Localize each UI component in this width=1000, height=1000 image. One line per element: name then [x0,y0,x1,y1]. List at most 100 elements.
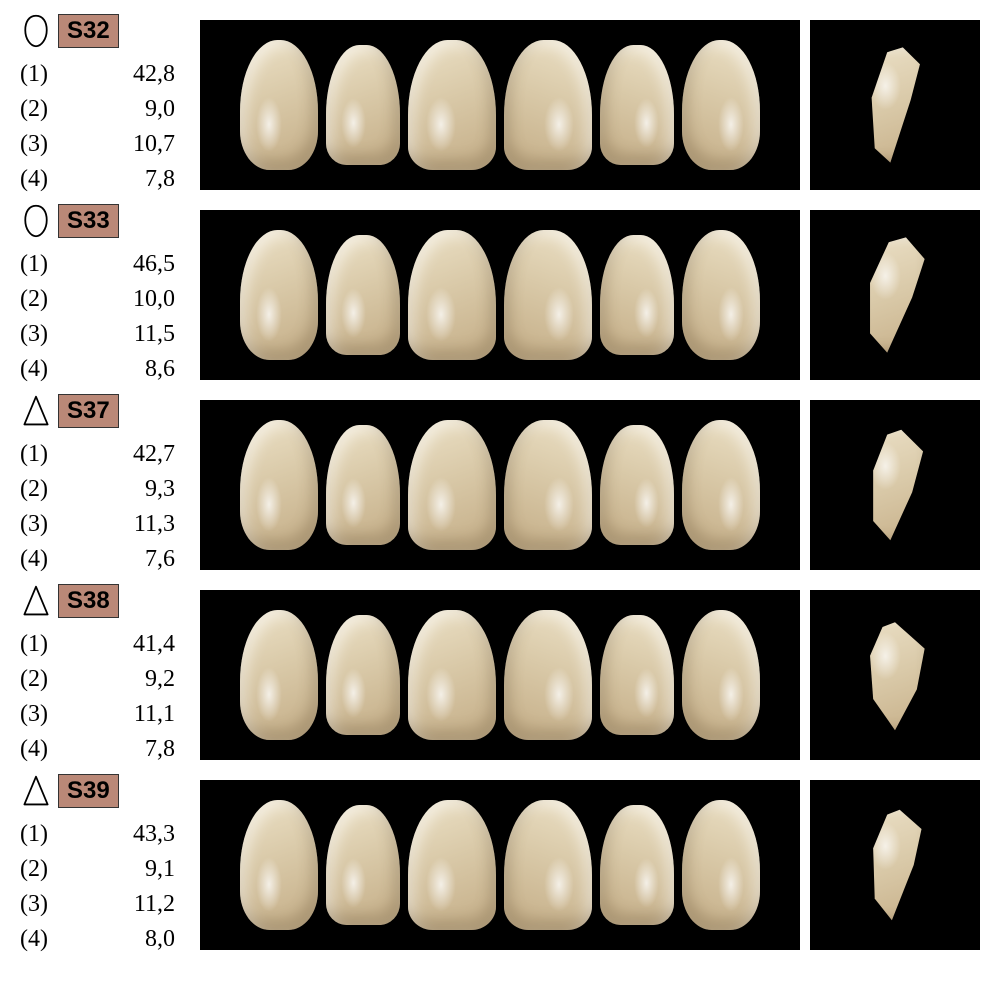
measurement-key: (4) [20,922,48,957]
mould-row: S32(1)42,8(2)9,0(3)10,7(4)7,8 [20,10,980,200]
measurement-key: (2) [20,472,48,507]
tooth-canine [240,610,318,740]
measurement-value: 9,0 [145,92,175,127]
measurement-value: 8,0 [145,922,175,957]
measurement-row: (1) 42,8 [20,57,175,92]
measurement-value: 42,7 [133,437,175,472]
info-column: S39(1)43,3(2)9,1(3)11,2(4)8,0 [20,773,190,956]
teeth-frontal-panel [200,210,800,380]
tooth-canine [682,610,760,740]
measurement-row: (2) 9,0 [20,92,175,127]
tooth-profile-panel [810,210,980,380]
mould-code-label: S38 [58,584,119,618]
measurement-value: 11,3 [134,507,175,542]
measurement-row: (4)7,8 [20,732,175,767]
tooth-canine [240,40,318,170]
measurements: (1)41,4(2)9,2(3)11,1(4)7,8 [20,627,190,766]
measurement-value: 9,2 [145,662,175,697]
measurement-row: (4)7,6 [20,542,175,577]
tooth-lateral [600,805,674,925]
tooth-profile [856,235,934,355]
measurement-key: (1) [20,627,48,662]
tooth-lateral [600,235,674,355]
measurement-key: (1) [20,437,48,472]
measurement-value: 11,2 [134,887,175,922]
info-column: S37 (1) 42,7 (2) 9,3 (3) 11,3(4)7,6 [20,393,190,576]
measurement-value: 42,8 [133,57,175,92]
measurement-row: (4)8,6 [20,352,175,387]
teeth-frontal-panel [200,590,800,760]
tooth-central [504,800,592,930]
tooth-profile [856,805,934,925]
tooth-canine [240,230,318,360]
tooth-profile-panel [810,780,980,950]
measurement-row: (4) 8,0 [20,922,175,957]
tooth-canine [240,800,318,930]
mould-code-label: S37 [58,394,119,428]
measurement-key: (4) [20,352,48,387]
measurement-value: 7,8 [145,162,175,197]
teeth-frontal-panel [200,780,800,950]
measurements: (1)43,3(2)9,1(3)11,2(4) 8,0 [20,817,190,956]
measurement-row: (3) 11,3 [20,507,175,542]
measurement-row: (1)41,4 [20,627,175,662]
measurements: (1) 42,7 (2) 9,3 (3) 11,3(4)7,6 [20,437,190,576]
dental-mould-chart: S32(1)42,8(2)9,0(3)10,7(4)7,8S33(1)46,5(… [20,10,980,960]
teeth-frontal-panel [200,400,800,570]
tooth-lateral [600,45,674,165]
info-column: S38(1)41,4(2)9,2(3)11,1(4)7,8 [20,583,190,766]
measurement-key: (3) [20,507,48,542]
tooth-profile-panel [810,400,980,570]
tooth-central [408,230,496,360]
ovoid-shape-icon [20,203,52,239]
measurement-key: (1) [20,817,48,852]
mould-row: S39(1)43,3(2)9,1(3)11,2(4)8,0 [20,770,980,960]
row-header: S32 [20,13,190,49]
measurements: (1)46,5(2)10,0(3)11,5(4)8,6 [20,247,190,386]
mould-row: S38(1)41,4(2)9,2(3)11,1(4)7,8 [20,580,980,770]
measurement-key: (3) [20,317,48,352]
measurement-row: (3)11,2 [20,887,175,922]
measurement-key: (2) [20,282,48,317]
row-header: S33 [20,203,190,239]
triangular-shape-icon [20,773,52,809]
tooth-canine [682,800,760,930]
measurement-row: (1) 46,5 [20,247,175,282]
tooth-lateral [326,45,400,165]
mould-row: S33(1)46,5(2)10,0(3)11,5(4)8,6 [20,200,980,390]
measurement-key: (2) [20,92,48,127]
measurement-key: (3) [20,697,48,732]
measurement-key: (4) [20,162,48,197]
tooth-central [408,610,496,740]
row-header: S37 [20,393,190,429]
measurement-key: (1) [20,247,48,282]
row-header: S38 [20,583,190,619]
measurement-row: (2) 9,3 [20,472,175,507]
tooth-central [408,40,496,170]
measurement-row: (3) 11,1 [20,697,175,732]
tooth-profile [856,45,934,165]
info-column: S32(1)42,8(2)9,0(3)10,7(4)7,8 [20,13,190,196]
tooth-central [504,40,592,170]
tooth-lateral [600,425,674,545]
ovoid-shape-icon [20,13,52,49]
measurement-row: (2)9,1 [20,852,175,887]
measurement-key: (4) [20,542,48,577]
measurement-key: (1) [20,57,48,92]
measurement-value: 11,1 [134,697,175,732]
measurement-value: 7,8 [145,732,175,767]
mould-code-label: S33 [58,204,119,238]
measurement-row: (4) 7,8 [20,162,175,197]
tooth-central [408,800,496,930]
measurement-row: (1)43,3 [20,817,175,852]
measurements: (1)42,8(2)9,0(3)10,7(4)7,8 [20,57,190,196]
mould-row: S37 (1) 42,7 (2) 9,3 (3) 11,3(4)7,6 [20,390,980,580]
tooth-canine [682,40,760,170]
measurement-value: 46,5 [133,247,175,282]
teeth-frontal-panel [200,20,800,190]
tooth-lateral [326,425,400,545]
tooth-lateral [326,615,400,735]
measurement-value: 9,3 [145,472,175,507]
triangular-shape-icon [20,393,52,429]
tooth-canine [240,420,318,550]
